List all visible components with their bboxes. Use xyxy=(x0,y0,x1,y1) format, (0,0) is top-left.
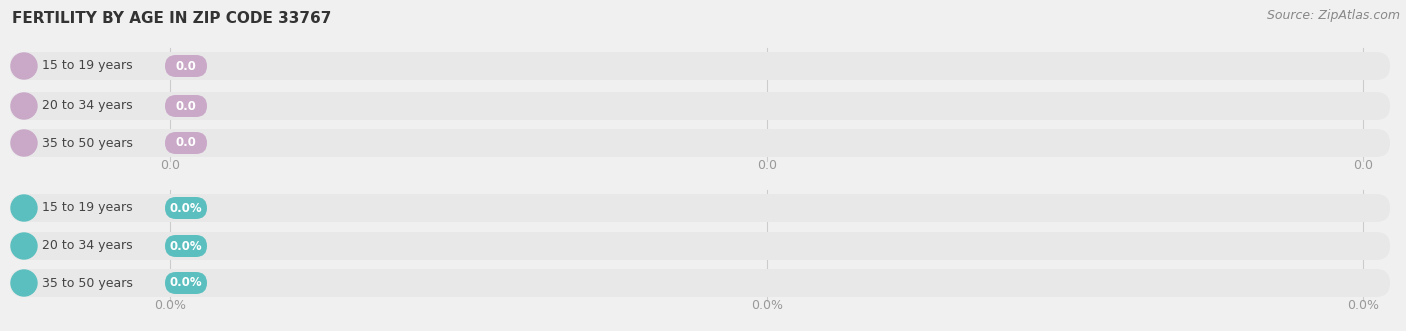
FancyBboxPatch shape xyxy=(165,95,207,117)
Text: 0.0%: 0.0% xyxy=(170,202,202,214)
Text: 0.0%: 0.0% xyxy=(751,299,783,312)
FancyBboxPatch shape xyxy=(165,132,207,154)
Circle shape xyxy=(11,195,37,221)
Text: 35 to 50 years: 35 to 50 years xyxy=(42,136,134,150)
FancyBboxPatch shape xyxy=(165,235,207,257)
FancyBboxPatch shape xyxy=(10,92,1391,120)
Text: Source: ZipAtlas.com: Source: ZipAtlas.com xyxy=(1267,9,1400,22)
Text: FERTILITY BY AGE IN ZIP CODE 33767: FERTILITY BY AGE IN ZIP CODE 33767 xyxy=(13,11,332,26)
Circle shape xyxy=(11,233,37,259)
FancyBboxPatch shape xyxy=(10,52,1391,80)
FancyBboxPatch shape xyxy=(10,269,1391,297)
FancyBboxPatch shape xyxy=(165,272,207,294)
Text: 20 to 34 years: 20 to 34 years xyxy=(42,240,132,253)
Circle shape xyxy=(11,130,37,156)
Text: 0.0%: 0.0% xyxy=(170,240,202,253)
Text: 15 to 19 years: 15 to 19 years xyxy=(42,202,132,214)
FancyBboxPatch shape xyxy=(165,55,207,77)
Text: 0.0: 0.0 xyxy=(176,136,197,150)
Text: 0.0: 0.0 xyxy=(160,159,180,172)
Text: 0.0: 0.0 xyxy=(176,100,197,113)
Text: 0.0%: 0.0% xyxy=(170,276,202,290)
Text: 0.0: 0.0 xyxy=(756,159,778,172)
Circle shape xyxy=(11,53,37,79)
Text: 0.0: 0.0 xyxy=(1353,159,1374,172)
Text: 15 to 19 years: 15 to 19 years xyxy=(42,60,132,72)
Circle shape xyxy=(11,270,37,296)
Text: 0.0: 0.0 xyxy=(176,60,197,72)
FancyBboxPatch shape xyxy=(165,197,207,219)
FancyBboxPatch shape xyxy=(10,194,1391,222)
Text: 35 to 50 years: 35 to 50 years xyxy=(42,276,134,290)
Circle shape xyxy=(11,93,37,119)
FancyBboxPatch shape xyxy=(10,232,1391,260)
FancyBboxPatch shape xyxy=(10,129,1391,157)
Text: 0.0%: 0.0% xyxy=(155,299,186,312)
Text: 20 to 34 years: 20 to 34 years xyxy=(42,100,132,113)
Text: 0.0%: 0.0% xyxy=(1347,299,1379,312)
